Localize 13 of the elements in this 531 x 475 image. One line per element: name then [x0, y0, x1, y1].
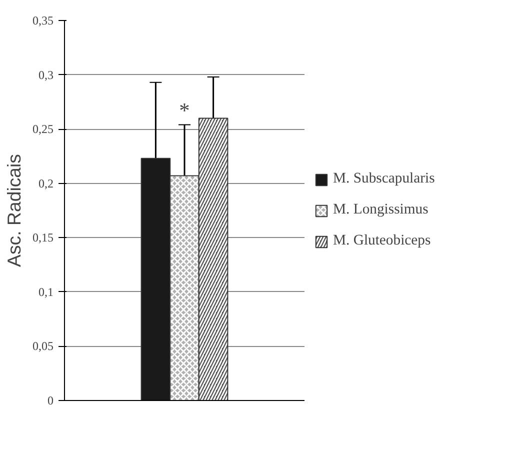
y-tick-label: 0,05 [32, 339, 54, 354]
legend-label: M. Longissimus [333, 202, 428, 218]
y-tick-label: 0,35 [32, 14, 54, 28]
legend-label: M. Gluteobiceps [333, 232, 431, 250]
y-tick-label: 0,3 [38, 68, 54, 82]
y-axis-title: Asc. Radicais [4, 154, 24, 268]
annotation: * [179, 98, 190, 123]
y-tick-label: 0,2 [38, 176, 54, 190]
legend-label: M. Subscapularis [333, 170, 435, 188]
y-tick-label: 0 [48, 394, 54, 408]
y-tick-label: 0,25 [32, 122, 54, 136]
y-tick-label: 0,1 [38, 284, 54, 299]
y-tick-label: 0,15 [32, 230, 54, 245]
